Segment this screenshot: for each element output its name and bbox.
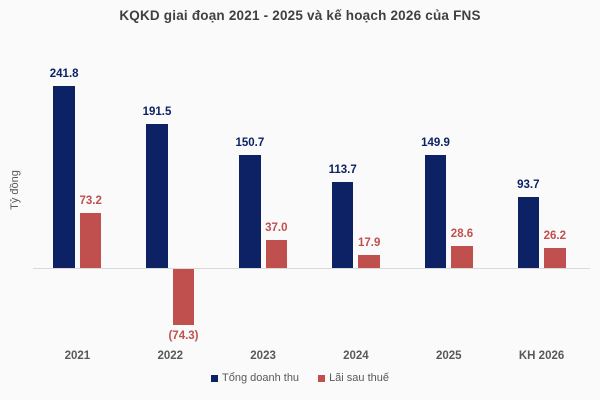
bar-lai-sau-thue-2023 <box>265 240 288 268</box>
bar-tong-doanh-thu-kh-2026 <box>517 197 540 268</box>
value-label-tong-doanh-thu-2022: 191.5 <box>142 105 172 118</box>
x-label-2025: 2025 <box>435 350 462 362</box>
value-label-tong-doanh-thu-2021: 241.8 <box>49 68 79 80</box>
bar-tong-doanh-thu-2023 <box>239 154 261 268</box>
bar-tong-doanh-thu-2022 <box>146 123 168 268</box>
bar-lai-sau-thue-2021 <box>79 212 102 268</box>
legend-label-lai-sau-thue: Lãi sau thuế <box>329 372 389 384</box>
value-label-tong-doanh-thu-kh-2026: 93.7 <box>517 179 540 192</box>
bar-tong-doanh-thu-2024 <box>331 182 354 268</box>
x-label-kh-2026: KH 2026 <box>518 350 565 362</box>
x-label-2022: 2022 <box>157 350 184 362</box>
legend-swatch-tong-doanh-thu <box>210 374 218 382</box>
value-label-tong-doanh-thu-2025: 149.9 <box>421 137 450 150</box>
bar-lai-sau-thue-2022 <box>172 269 195 325</box>
value-label-lai-sau-thue-2021: 73.2 <box>79 194 102 207</box>
bar-lai-sau-thue-2025 <box>451 246 473 268</box>
bar-tong-doanh-thu-2025 <box>424 155 447 268</box>
legend: Tổng doanh thu Lãi sau thuế <box>0 372 600 384</box>
legend-item-lai-sau-thue: Lãi sau thuế <box>318 372 389 384</box>
legend-item-tong-doanh-thu: Tổng doanh thu <box>210 372 300 384</box>
value-label-tong-doanh-thu-2024: 113.7 <box>328 164 357 177</box>
y-axis-label: Tỷ đồng <box>9 170 21 210</box>
value-label-lai-sau-thue-2024: 17.9 <box>357 236 381 249</box>
value-label-lai-sau-thue-2023: 37.0 <box>265 222 288 235</box>
value-label-tong-doanh-thu-2023: 150.7 <box>235 136 265 149</box>
chart-title: KQKD giai đoạn 2021 - 2025 và kế hoạch 2… <box>119 8 481 23</box>
value-label-lai-sau-thue-2025: 28.6 <box>450 228 474 241</box>
value-label-lai-sau-thue-kh-2026: 26.2 <box>543 230 567 243</box>
legend-label-tong-doanh-thu: Tổng doanh thu <box>221 372 300 384</box>
bar-lai-sau-thue-kh-2026 <box>544 248 566 268</box>
value-label-lai-sau-thue-2022: (74.3) <box>168 329 199 342</box>
legend-swatch-lai-sau-thue <box>318 374 326 382</box>
bar-tong-doanh-thu-2021 <box>53 86 75 268</box>
x-label-2023: 2023 <box>250 350 276 362</box>
x-label-2024: 2024 <box>343 350 369 362</box>
x-label-2021: 2021 <box>64 350 91 362</box>
zero-baseline <box>33 268 590 269</box>
bar-lai-sau-thue-2024 <box>358 254 380 268</box>
